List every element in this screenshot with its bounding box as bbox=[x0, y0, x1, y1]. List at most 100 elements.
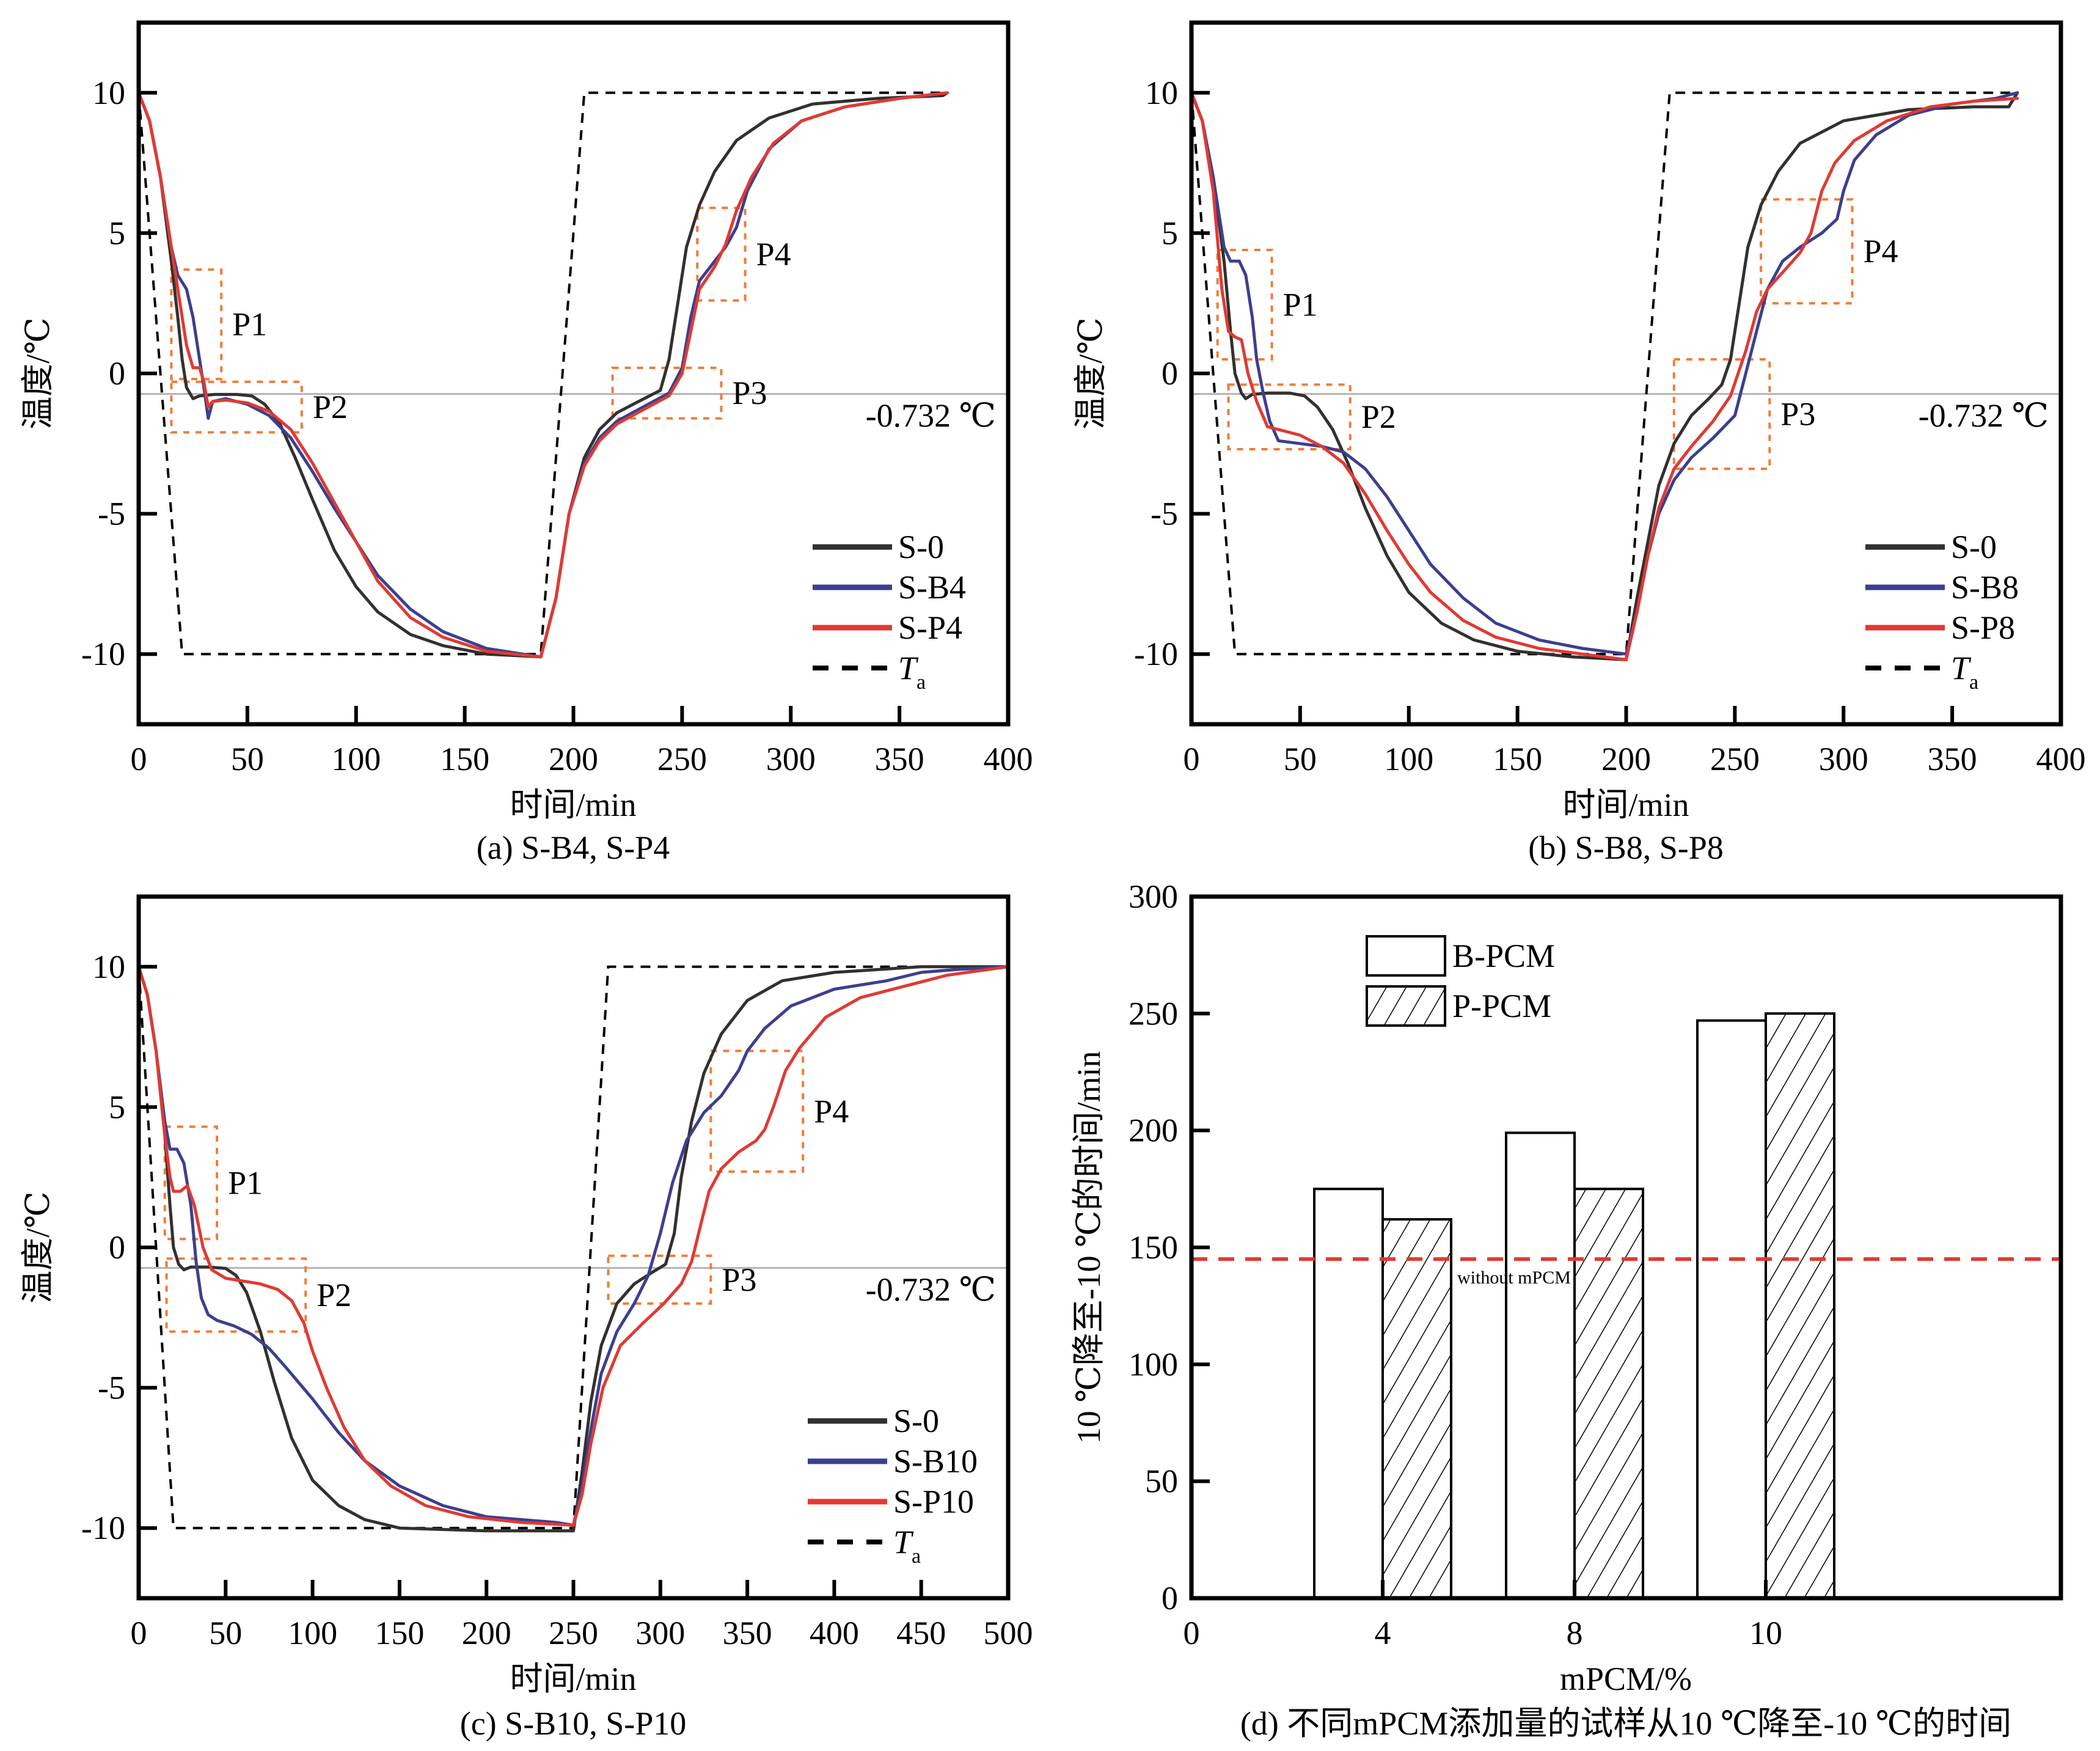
x-tick-label: 300 bbox=[766, 741, 816, 777]
panel-d-x-axis-label: mPCM/% bbox=[1560, 1661, 1692, 1697]
region-label-p2: P2 bbox=[313, 389, 348, 425]
panel-a-legend: S-0 S-B4S-P4 Ta bbox=[813, 529, 966, 694]
x-tick-label: 100 bbox=[1384, 741, 1433, 777]
panel-b-ticks: 0 50 100 150 200 250 300 350 400 -10 -5 0 5 10 bbox=[1134, 75, 2085, 777]
region-box-p2 bbox=[165, 1257, 307, 1333]
bar-p-pcm-4 bbox=[1381, 1218, 1452, 1599]
without-mpcm-label: without mPCM bbox=[1457, 1268, 1571, 1288]
region-label-p1: P1 bbox=[232, 306, 267, 343]
x-tick-label: 100 bbox=[331, 741, 381, 777]
series-line-s-b4 bbox=[137, 91, 949, 659]
x-tick-label: 300 bbox=[1819, 741, 1868, 777]
panel-d-bar-chart: without mPCM 0 50 100 150 200 250 300 0 4 8 10 mPC… bbox=[1070, 878, 2063, 1742]
panel-d-ticks: 0 50 100 150 200 250 300 0 4 8 10 bbox=[1129, 878, 1782, 1651]
y-tick-label: -10 bbox=[81, 636, 125, 672]
x-tick-label: 250 bbox=[1710, 741, 1760, 777]
legend-label-s-b4: S-B4 bbox=[898, 569, 966, 606]
y-tick-label: 0 bbox=[109, 1229, 125, 1266]
panel-a-temperature-chart: P1 P2 P3 P4 0 50 100 150 200 250 300 350 400 -10 -5 0 5… bbox=[20, 20, 1033, 866]
x-tick-label: 200 bbox=[462, 1615, 511, 1651]
legend-label-s-p10: S-P10 bbox=[893, 1483, 974, 1520]
series-line-s-0 bbox=[1190, 91, 2019, 661]
panel-b-axes-frame bbox=[1189, 20, 2063, 727]
panel-c-y-axis-label: 温度/℃ bbox=[20, 1191, 56, 1303]
region-label-p3: P3 bbox=[732, 375, 767, 411]
panel-c-caption: (c) S-B10, S-P10 bbox=[460, 1705, 687, 1742]
y-tick-label: -10 bbox=[81, 1510, 125, 1546]
x-tick-label: 400 bbox=[810, 1615, 859, 1651]
y-tick-label: 250 bbox=[1129, 995, 1178, 1032]
x-tick-label: 250 bbox=[657, 741, 707, 777]
y-tick-label: 10 bbox=[92, 949, 125, 985]
panel-c-reference-label: -0.732 ℃ bbox=[866, 1271, 996, 1308]
panel-a-plot-area: P1 P2 P3 P4 bbox=[137, 91, 1008, 659]
region-box-p3 bbox=[1672, 358, 1771, 471]
y-tick-label: 150 bbox=[1129, 1229, 1178, 1266]
bar-b-pcm-4 bbox=[1313, 1188, 1384, 1600]
y-tick-label: -5 bbox=[98, 496, 125, 532]
y-tick-label: -10 bbox=[1134, 636, 1178, 672]
x-tick-label: 500 bbox=[984, 1615, 1033, 1651]
series-line-s-p8 bbox=[1190, 91, 2019, 661]
x-tick-label: 0 bbox=[131, 741, 147, 777]
legend-label-ta: Ta bbox=[1951, 650, 1978, 694]
y-tick-label: -5 bbox=[98, 1370, 125, 1406]
x-tick-label: 8 bbox=[1567, 1615, 1583, 1651]
legend-label-s-b10: S-B10 bbox=[893, 1443, 978, 1480]
x-tick-label: 50 bbox=[1284, 741, 1317, 777]
series-line-s-p10 bbox=[137, 965, 1010, 1527]
legend-label-s-0: S-0 bbox=[898, 529, 944, 565]
panel-a-ticks: 0 50 100 150 200 250 300 350 400 -10 -5 0 5 10 bbox=[81, 75, 1033, 777]
legend-label-s-0: S-0 bbox=[893, 1403, 939, 1439]
y-tick-label: 10 bbox=[92, 75, 125, 111]
panel-a-y-axis-label: 温度/℃ bbox=[20, 317, 56, 429]
panel-a-caption: (a) S-B4, S-P4 bbox=[477, 829, 670, 866]
panel-c-x-axis-label: 时间/min bbox=[510, 1661, 636, 1697]
panel-d-plot-area: without mPCM bbox=[1191, 1012, 2061, 1600]
region-box-p2 bbox=[170, 380, 303, 434]
x-tick-label: 150 bbox=[440, 741, 489, 777]
panel-b-caption: (b) S-B8, S-P8 bbox=[1528, 829, 1724, 866]
bar-p-pcm-8 bbox=[1573, 1188, 1644, 1600]
legend-label-p-pcm: P-PCM bbox=[1452, 988, 1551, 1024]
y-tick-label: 5 bbox=[1162, 215, 1178, 251]
region-box-p4 bbox=[696, 207, 747, 302]
x-tick-label: 450 bbox=[896, 1615, 946, 1651]
x-tick-label: 200 bbox=[1601, 741, 1651, 777]
x-tick-label: 50 bbox=[209, 1615, 242, 1651]
y-tick-label: 0 bbox=[1162, 1580, 1178, 1617]
panel-b-temperature-chart: P1 P2 P3 P4 0 50 100 150 200 250 300 350 400 -10 -5 0 5… bbox=[1072, 20, 2086, 866]
panel-a-x-axis-label: 时间/min bbox=[510, 787, 636, 823]
y-tick-label: 0 bbox=[1162, 355, 1178, 392]
y-tick-label: 50 bbox=[1145, 1463, 1178, 1500]
series-line-s-0 bbox=[137, 965, 1010, 1533]
series-line-s-b8 bbox=[1190, 91, 2019, 656]
series-line-s-p4 bbox=[137, 91, 949, 659]
x-tick-label: 250 bbox=[549, 1615, 598, 1651]
legend-label-ta: Ta bbox=[893, 1524, 921, 1568]
x-tick-label: 50 bbox=[231, 741, 264, 777]
x-tick-label: 10 bbox=[1749, 1615, 1782, 1651]
series-line-s-b10 bbox=[137, 965, 1010, 1527]
x-tick-label: 0 bbox=[1184, 741, 1200, 777]
region-label-p2: P2 bbox=[316, 1277, 351, 1313]
legend-label-b-pcm: B-PCM bbox=[1452, 938, 1555, 974]
y-tick-label: 0 bbox=[109, 355, 125, 392]
legend-label-s-p4: S-P4 bbox=[898, 609, 962, 646]
panel-c-ticks: 0 50 100 150 200 250 300 350 400 450 500 -10 -5 0 5 10 bbox=[81, 949, 1033, 1651]
series-line-ta bbox=[137, 91, 948, 656]
panel-b-x-axis-label: 时间/min bbox=[1562, 787, 1689, 823]
x-tick-label: 0 bbox=[131, 1615, 147, 1651]
region-box-p2 bbox=[1227, 383, 1352, 450]
x-tick-label: 400 bbox=[2036, 741, 2086, 777]
panel-b-reference-label: -0.732 ℃ bbox=[1919, 397, 2049, 434]
legend-label-s-b8: S-B8 bbox=[1951, 569, 2019, 606]
y-tick-label: 200 bbox=[1129, 1112, 1178, 1149]
legend-label-ta: Ta bbox=[898, 650, 926, 694]
legend-swatch-b-pcm bbox=[1366, 935, 1446, 977]
y-tick-label: 100 bbox=[1129, 1346, 1178, 1382]
region-label-p1: P1 bbox=[1283, 286, 1318, 323]
x-tick-label: 0 bbox=[1184, 1615, 1200, 1651]
series-line-s-0 bbox=[137, 91, 949, 659]
